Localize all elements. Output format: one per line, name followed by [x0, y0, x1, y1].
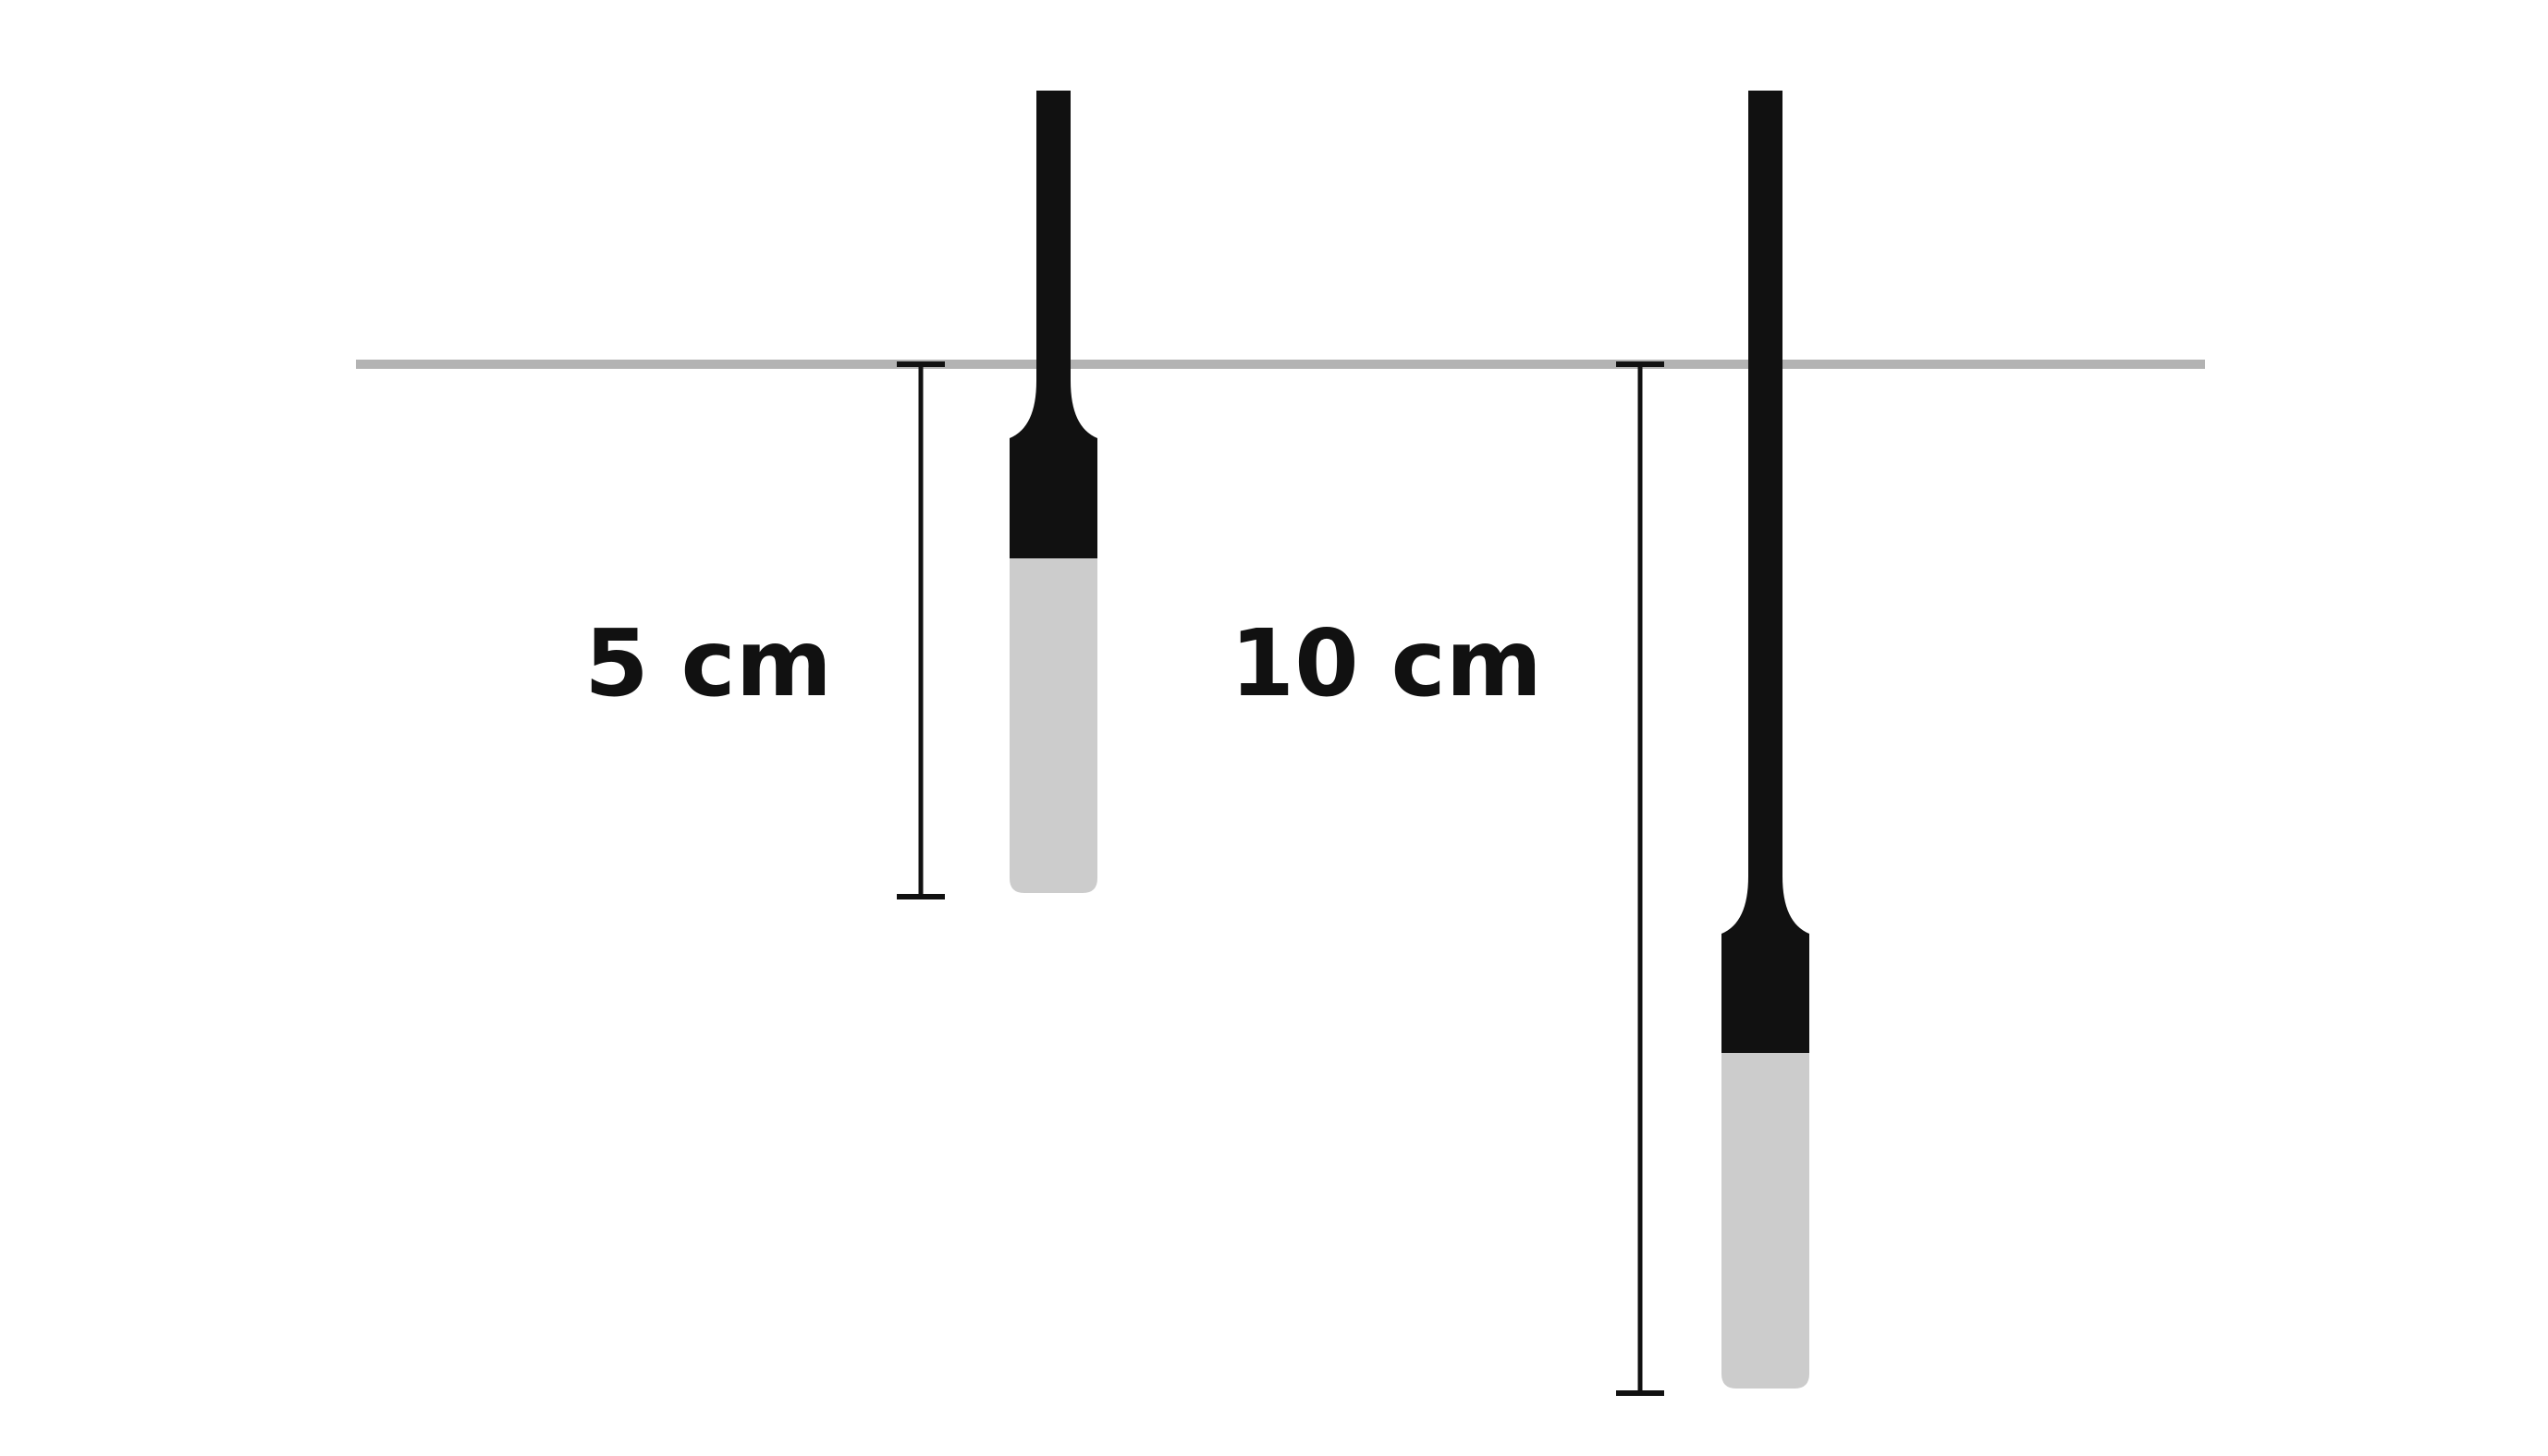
probe-cable [1748, 91, 1782, 881]
probe-sensor [1721, 1053, 1809, 1389]
probe-sensor [1010, 558, 1097, 893]
depth-label-5cm: 5 cm [584, 609, 832, 717]
depth-label-10cm: 10 cm [1231, 609, 1542, 717]
dimension-marker-5cm [897, 361, 945, 899]
probe-neck [1721, 876, 1809, 934]
probe-collar [1010, 438, 1097, 559]
probe-5cm [1010, 91, 1097, 893]
probe-collar [1721, 934, 1809, 1054]
dimension-marker-10cm [1616, 361, 1664, 1396]
probe-cable [1036, 91, 1071, 386]
probe-neck [1010, 381, 1097, 438]
probe-10cm [1721, 91, 1809, 1389]
